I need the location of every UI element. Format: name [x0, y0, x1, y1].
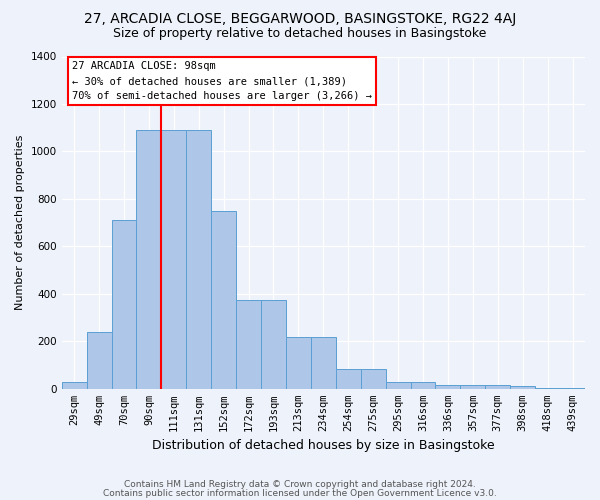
Bar: [261, 300, 286, 389]
X-axis label: Distribution of detached houses by size in Basingstoke: Distribution of detached houses by size …: [152, 440, 494, 452]
Text: Contains HM Land Registry data © Crown copyright and database right 2024.: Contains HM Land Registry data © Crown c…: [124, 480, 476, 489]
Bar: [311, 336, 336, 389]
Text: 27 ARCADIA CLOSE: 98sqm
← 30% of detached houses are smaller (1,389)
70% of semi: 27 ARCADIA CLOSE: 98sqm ← 30% of detache…: [72, 62, 372, 101]
Bar: [336, 368, 361, 389]
Text: 27, ARCADIA CLOSE, BEGGARWOOD, BASINGSTOKE, RG22 4AJ: 27, ARCADIA CLOSE, BEGGARWOOD, BASINGSTO…: [84, 12, 516, 26]
Bar: [211, 211, 236, 389]
Bar: [410, 382, 436, 389]
Bar: [535, 388, 560, 389]
Bar: [386, 382, 410, 389]
Bar: [436, 385, 460, 389]
Bar: [161, 130, 186, 389]
Bar: [286, 336, 311, 389]
Bar: [236, 300, 261, 389]
Text: Size of property relative to detached houses in Basingstoke: Size of property relative to detached ho…: [113, 28, 487, 40]
Bar: [560, 388, 585, 389]
Bar: [86, 332, 112, 389]
Bar: [136, 130, 161, 389]
Y-axis label: Number of detached properties: Number of detached properties: [15, 135, 25, 310]
Bar: [460, 385, 485, 389]
Bar: [485, 385, 510, 389]
Bar: [510, 386, 535, 389]
Bar: [186, 130, 211, 389]
Bar: [112, 220, 136, 389]
Text: Contains public sector information licensed under the Open Government Licence v3: Contains public sector information licen…: [103, 490, 497, 498]
Bar: [361, 368, 386, 389]
Bar: [62, 382, 86, 389]
